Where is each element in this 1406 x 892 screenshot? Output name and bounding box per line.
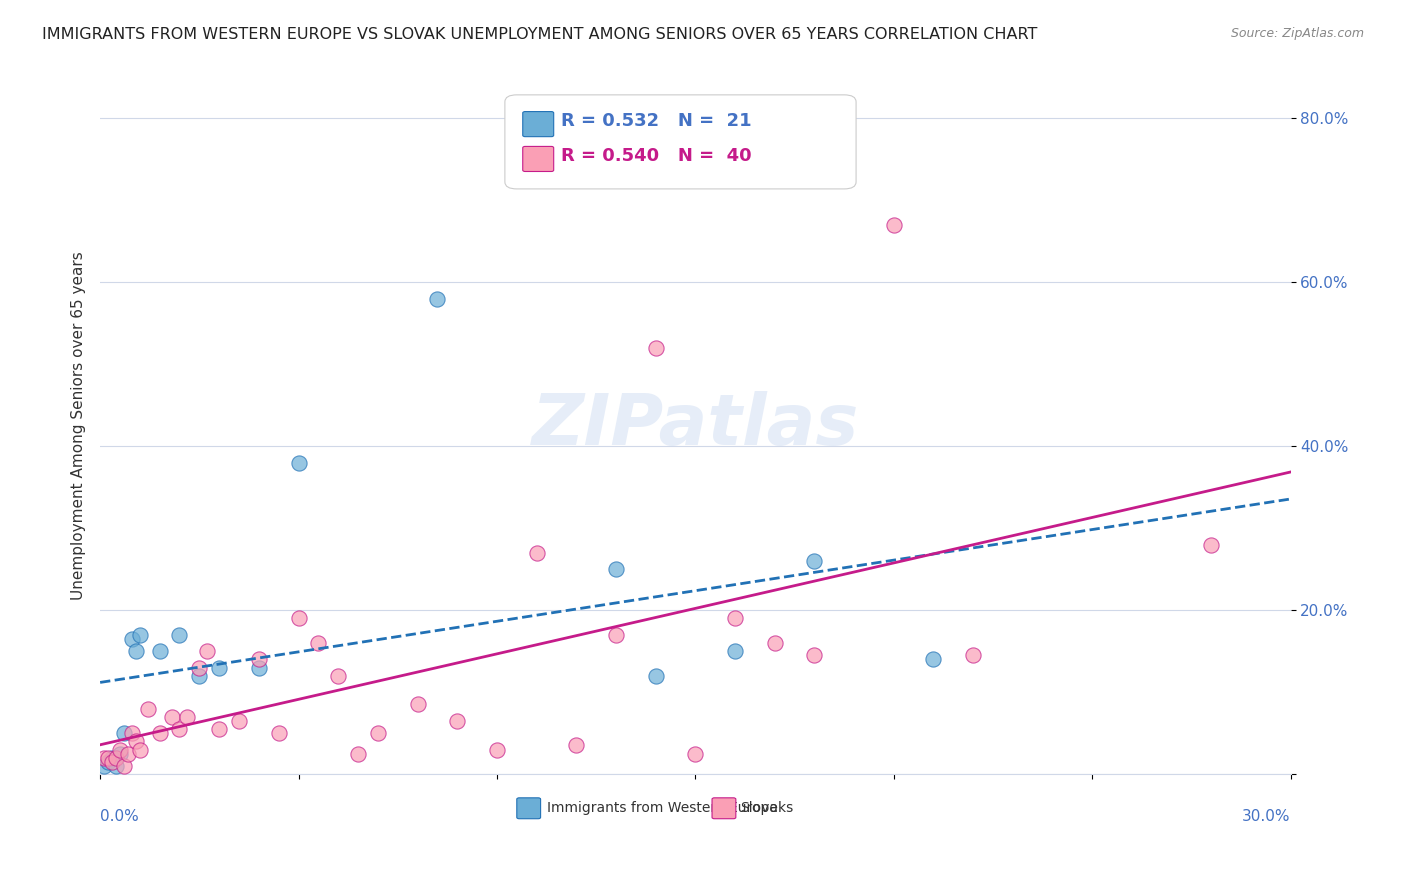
Point — [565, 739, 588, 753]
Point — [526, 546, 548, 560]
Point — [97, 750, 120, 764]
Point — [247, 652, 270, 666]
Point — [347, 747, 370, 761]
FancyBboxPatch shape — [517, 797, 540, 819]
Text: Source: ZipAtlas.com: Source: ZipAtlas.com — [1230, 27, 1364, 40]
Point — [287, 611, 309, 625]
Point — [93, 759, 115, 773]
Point — [287, 456, 309, 470]
Point — [922, 652, 945, 666]
Point — [328, 669, 350, 683]
Text: R = 0.532   N =  21: R = 0.532 N = 21 — [561, 112, 751, 130]
Point — [724, 644, 747, 658]
Point — [101, 750, 124, 764]
Point — [605, 628, 627, 642]
Point — [160, 710, 183, 724]
Point — [169, 628, 191, 642]
Point — [149, 644, 172, 658]
Point — [228, 714, 250, 728]
Point — [93, 750, 115, 764]
Point — [195, 644, 218, 658]
Point — [763, 636, 786, 650]
Point — [208, 660, 231, 674]
Text: Immigrants from Western Europe: Immigrants from Western Europe — [547, 801, 778, 815]
FancyBboxPatch shape — [505, 95, 856, 189]
Point — [125, 644, 148, 658]
Point — [121, 726, 143, 740]
Point — [136, 701, 159, 715]
Point — [149, 726, 172, 740]
Point — [105, 759, 128, 773]
Point — [188, 660, 211, 674]
Point — [724, 611, 747, 625]
Text: ZIPatlas: ZIPatlas — [531, 392, 859, 460]
Point — [125, 734, 148, 748]
FancyBboxPatch shape — [523, 146, 554, 171]
FancyBboxPatch shape — [523, 112, 554, 136]
Point — [176, 710, 198, 724]
Y-axis label: Unemployment Among Seniors over 65 years: Unemployment Among Seniors over 65 years — [72, 252, 86, 600]
Point — [485, 742, 508, 756]
Point — [247, 660, 270, 674]
Point — [307, 636, 329, 650]
Point — [128, 628, 150, 642]
Point — [605, 562, 627, 576]
FancyBboxPatch shape — [711, 797, 735, 819]
Point — [803, 648, 825, 663]
Point — [188, 669, 211, 683]
Point — [367, 726, 389, 740]
Point — [962, 648, 984, 663]
Point — [644, 341, 666, 355]
Point — [208, 722, 231, 736]
Point — [128, 742, 150, 756]
Point — [169, 722, 191, 736]
Point — [97, 755, 120, 769]
Point — [112, 759, 135, 773]
Point — [803, 554, 825, 568]
Point — [117, 747, 139, 761]
Point — [267, 726, 290, 740]
Point — [1199, 538, 1222, 552]
Point — [406, 698, 429, 712]
Point — [446, 714, 468, 728]
Text: 0.0%: 0.0% — [100, 809, 139, 824]
Text: IMMIGRANTS FROM WESTERN EUROPE VS SLOVAK UNEMPLOYMENT AMONG SENIORS OVER 65 YEAR: IMMIGRANTS FROM WESTERN EUROPE VS SLOVAK… — [42, 27, 1038, 42]
Text: Slovaks: Slovaks — [741, 801, 794, 815]
Point — [685, 747, 707, 761]
Point — [426, 292, 449, 306]
Point — [121, 632, 143, 646]
Text: 30.0%: 30.0% — [1241, 809, 1291, 824]
Point — [883, 218, 905, 232]
Point — [108, 747, 131, 761]
Point — [101, 755, 124, 769]
Point — [108, 742, 131, 756]
Text: R = 0.540   N =  40: R = 0.540 N = 40 — [561, 147, 751, 165]
Point — [644, 669, 666, 683]
Point — [105, 750, 128, 764]
Point — [112, 726, 135, 740]
